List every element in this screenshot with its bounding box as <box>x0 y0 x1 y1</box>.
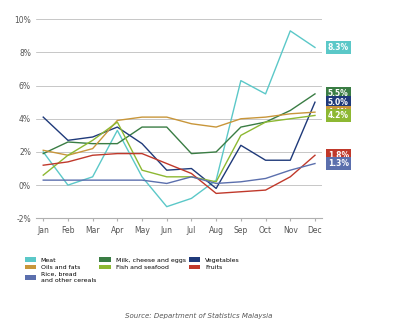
Text: 4.2%: 4.2% <box>328 111 349 120</box>
Text: 5.5%: 5.5% <box>328 89 349 99</box>
Text: 8.3%: 8.3% <box>328 43 349 52</box>
Text: 1.3%: 1.3% <box>328 159 349 168</box>
Legend: Meat, Oils and fats, Rice, bread
and other cereals, Milk, cheese and eggs, Fish : Meat, Oils and fats, Rice, bread and oth… <box>25 257 240 283</box>
Text: Source: Department of Statistics Malaysia: Source: Department of Statistics Malaysi… <box>125 313 273 319</box>
Text: 4.4%: 4.4% <box>328 108 349 117</box>
Text: 1.8%: 1.8% <box>328 151 349 160</box>
Text: 5.0%: 5.0% <box>328 98 349 107</box>
